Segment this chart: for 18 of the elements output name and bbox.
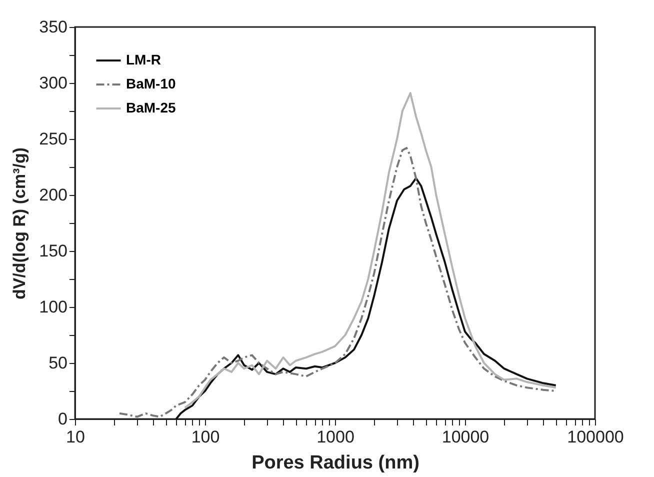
- legend-label: BaM-10: [126, 76, 176, 92]
- x-tick-label: 10: [66, 428, 85, 446]
- x-tick-label: 100: [191, 428, 220, 446]
- y-axis-title: dV/d(log R) (cm³/g): [10, 147, 30, 300]
- x-axis-title: Pores Radius (nm): [252, 452, 420, 474]
- y-tick-label: 50: [48, 354, 68, 372]
- y-tick-label: 150: [39, 242, 68, 260]
- y-tick-label: 250: [39, 130, 68, 148]
- y-tick-label: 200: [39, 186, 68, 204]
- x-tick-label: 100000: [567, 428, 624, 446]
- y-tick-label: 350: [39, 18, 68, 36]
- x-tick-label: 1000: [316, 428, 354, 446]
- y-tick-label: 300: [39, 74, 68, 92]
- legend-label: LM-R: [126, 52, 161, 68]
- y-tick-label: 100: [39, 298, 68, 316]
- y-tick-label: 0: [58, 410, 68, 428]
- legend-label: BaM-25: [126, 100, 176, 116]
- x-tick-label: 10000: [442, 428, 490, 446]
